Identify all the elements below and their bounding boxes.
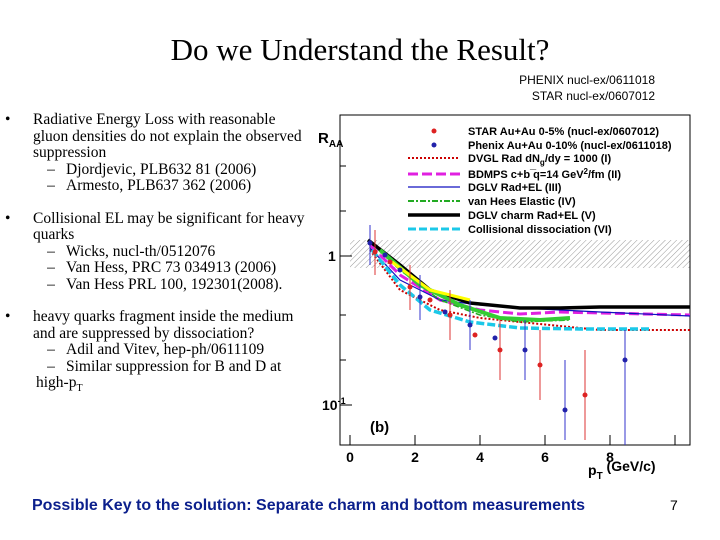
legend-entry: BDMPS c+b ̅q=14 GeV2/fm (II) [468,167,621,181]
legend-text: DGLV Rad+EL (III) [468,182,562,194]
sub-bullet-text: Wicks, nucl-th/0512076 [66,242,216,260]
legend-entry: DVGL Rad dNg/dy = 1000 (I) [468,153,611,167]
bullet-marker: • [5,308,11,325]
legend-text: /fm (II) [588,169,621,181]
footer-text: Possible Key to the solution: Separate c… [32,497,586,514]
legend-text: van Hees Elastic (IV) [468,196,576,208]
sub-bullet: – Armesto, PLB637 362 (2006) [33,177,305,195]
title: Do we Understand the Result? [170,32,550,67]
y-axis-label: RAA [318,130,343,150]
legend-entry: Phenix Au+Au 0-10% (nucl-ex/0611018) [468,140,672,152]
bullet-list: • Radiative Energy Loss with reasonable g… [5,111,305,414]
legend-entry: DGLV charm Rad+EL (V) [468,210,596,222]
legend-text: STAR Au+Au 0-5% (nucl-ex/0607012) [468,126,659,138]
sub-bullet-text: Similar suppression for B and D at high-… [36,357,282,391]
bullet-marker: • [5,111,11,128]
sub-bullet-text: Van Hess PRL 100, 192301(2008). [66,275,283,293]
legend-entry: van Hees Elastic (IV) [468,196,576,208]
sub-bullet-marker: – [47,259,55,276]
legend-entry: Collisional dissociation (VI) [468,224,612,236]
legend-text: DVGL Rad dN [468,153,540,165]
sub-bullet-text: Adil and Vitev, hep-ph/0611109 [66,341,265,358]
legend-samples [408,128,460,231]
subscript: g [540,158,545,167]
sub-bullet-text: Armesto, PLB637 362 (2006) [66,177,252,194]
sub-bullet: – Adil and Vitev, hep-ph/0611109 [33,341,305,359]
x-tick-label: 0 [346,449,354,465]
sub-bullet-text: Djordjevic, PLB632 81 (2006) [66,160,257,178]
axis-ticks [340,165,676,445]
x-tick-label: 2 [411,449,419,465]
sub-bullet: – Wicks, nucl-th/0512076 [33,242,305,261]
reference: STAR nucl-ex/0607012 [531,89,655,103]
legend-text: Phenix Au+Au 0-10% (nucl-ex/0611018) [468,140,672,152]
x-tick-label: 4 [476,449,484,465]
plot-frame [339,114,691,446]
bullet-text: Radiative Energy Loss with reasonable gl… [33,111,302,161]
subscript: T [76,383,83,395]
sub-bullet-marker: – [47,242,55,260]
sub-bullet-marker: – [47,341,55,358]
bullet: • heavy quarks fragment inside the medium… [5,308,305,398]
legend-text: DGLV charm Rad+EL (V) [468,210,596,222]
bullet-text: heavy quarks fragment inside the medium … [33,308,294,342]
bullet: • Radiative Energy Loss with reasonable g… [5,111,305,195]
legend-text: BDMPS c+b ̅q=14 GeV [468,169,584,181]
page-number: 7 [670,497,678,513]
x-tick-label: 8 [606,449,614,465]
legend-box [402,122,685,240]
sub-bullet: – Djordjevic, PLB632 81 (2006) [33,160,305,179]
y-tick-label: 10-1 [322,396,346,413]
sub-bullet: – Van Hess, PRC 73 034913 (2006) [33,259,305,277]
legend-entry: STAR Au+Au 0-5% (nucl-ex/0607012) [468,126,659,138]
uncertainty-band [350,240,690,268]
legend-text: /dy = 1000 (I) [545,153,612,165]
bullet-marker: • [5,209,11,227]
sub-bullet-marker: – [47,177,55,194]
superscript: 2 [584,167,589,176]
x-axis-label: pT (GeV/c) [588,458,656,482]
bullet: • Collisional EL may be significant for h… [5,209,305,294]
panel-label: (b) [370,419,389,436]
data-points [367,225,628,445]
model-curves [366,238,691,331]
bullet-text: Collisional EL may be significant for he… [33,209,305,243]
legend-entry: DGLV Rad+EL (III) [468,182,562,194]
reference: PHENIX nucl-ex/0611018 [519,73,655,87]
x-tick-label: 6 [541,449,549,465]
sub-bullet-marker: – [47,275,55,293]
sub-bullet: – Van Hess PRL 100, 192301(2008). [33,275,305,294]
sub-bullet-marker: – [47,160,55,178]
sub-bullet-marker: – [47,357,55,375]
sub-bullet-text: Van Hess, PRC 73 034913 (2006) [66,259,277,276]
sub-bullet: – Similar suppression for B and D at high… [33,357,305,398]
legend-text: Collisional dissociation (VI) [468,224,612,236]
y-tick-label: 1 [328,248,336,264]
